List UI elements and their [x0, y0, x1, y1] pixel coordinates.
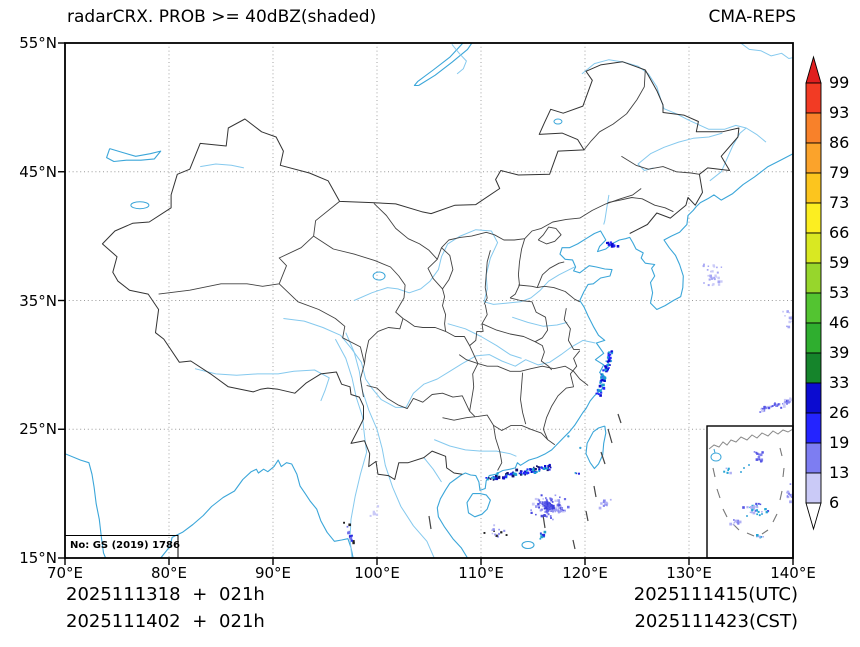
- colorbar: [805, 55, 822, 531]
- gridlines: [65, 43, 793, 558]
- x-tick-label: 90°E: [254, 564, 292, 582]
- coastlines-and-rivers: [65, 43, 793, 558]
- colorbar-tick-label: 93: [829, 103, 850, 122]
- init-time-line-1: 2025111318 + 021h: [66, 584, 265, 605]
- valid-time-cst: 2025111423(CST): [634, 611, 798, 632]
- x-tick-label: 100°E: [354, 564, 400, 582]
- colorbar-tick-label: 33: [829, 373, 850, 392]
- axis-ticks: [58, 42, 794, 565]
- colorbar-tick-label: 73: [829, 193, 850, 212]
- colorbar-tick-label: 79: [829, 163, 850, 182]
- colorbar-tick-label: 39: [829, 343, 850, 362]
- colorbar-tick-label: 13: [829, 463, 850, 482]
- x-tick-label: 80°E: [150, 564, 188, 582]
- y-tick-label: 45°N: [19, 162, 57, 181]
- south-china-sea-inset: [706, 425, 794, 559]
- province-borders: [158, 69, 700, 471]
- plot-frame: [64, 42, 794, 559]
- model-label: CMA-REPS: [708, 7, 796, 27]
- map-license-label: No: GS (2019) 1786: [70, 540, 180, 551]
- dash-line-segments: [428, 413, 622, 550]
- x-tick-label: 130°E: [666, 564, 712, 582]
- colorbar-tick-label: 66: [829, 223, 850, 242]
- x-tick-label: 110°E: [458, 564, 504, 582]
- y-tick-label: 55°N: [19, 34, 57, 52]
- colorbar-tick-label: 26: [829, 403, 850, 422]
- x-tick-label: 120°E: [562, 564, 608, 582]
- init-time-line-2: 2025111402 + 021h: [66, 611, 265, 632]
- precip-probability-shading: [343, 241, 793, 545]
- colorbar-tick-label: 59: [829, 253, 850, 272]
- colorbar-tick-label: 99: [829, 73, 850, 92]
- valid-time-utc: 2025111415(UTC): [633, 584, 798, 605]
- y-tick-label: 25°N: [19, 420, 57, 439]
- y-tick-label: 15°N: [19, 549, 57, 567]
- colorbar-tick-label: 6: [829, 493, 840, 512]
- y-tick-label: 35°N: [19, 291, 57, 310]
- colorbar-tick-label: 19: [829, 433, 850, 452]
- page-title: radarCRX. PROB >= 40dBZ(shaded): [67, 7, 377, 27]
- x-tick-label: 70°E: [46, 564, 84, 582]
- colorbar-tick-label: 86: [829, 133, 850, 152]
- colorbar-tick-label: 53: [829, 283, 850, 302]
- x-tick-label: 140°E: [770, 564, 816, 582]
- national-border: [101, 61, 740, 480]
- colorbar-tick-label: 46: [829, 313, 850, 332]
- inset-content: [708, 428, 793, 539]
